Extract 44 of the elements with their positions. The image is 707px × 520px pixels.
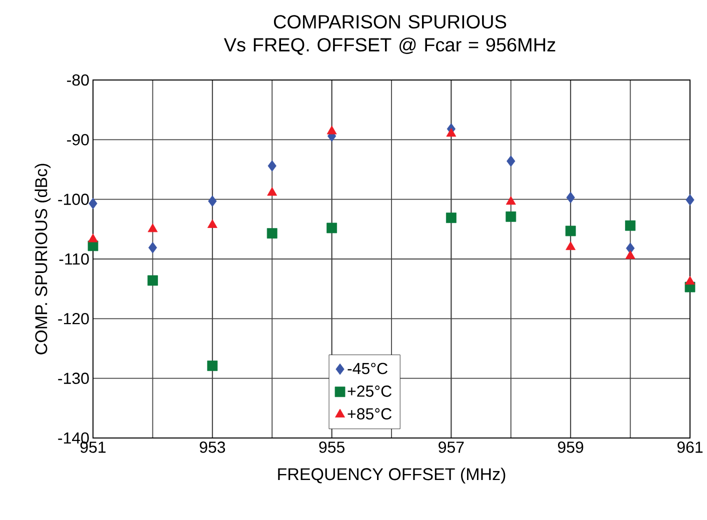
chart-title: COMPARISON SPURIOUS Vs FREQ. OFFSET @ Fcar = 956MHz: [224, 15, 556, 55]
point: [506, 155, 516, 167]
x-tick-label: 955: [319, 442, 344, 453]
point: [566, 192, 575, 204]
y-tick-label: -140: [58, 432, 89, 444]
point: [266, 228, 278, 239]
point: [207, 219, 218, 228]
point: [446, 128, 456, 137]
point: [148, 223, 158, 232]
legend-label: +25°C: [348, 386, 392, 397]
point: [207, 360, 218, 371]
point: [326, 126, 337, 134]
y-tick-label: -100: [58, 194, 89, 205]
point: [685, 276, 695, 285]
x-tick-label: 953: [200, 442, 226, 453]
x-tick-label: 957: [438, 442, 464, 453]
y-axis-title: COMP. SPURIOUS (dBc): [34, 164, 51, 354]
y-tick-label: -120: [58, 313, 89, 324]
x-tick-label: 959: [558, 442, 584, 453]
point: [446, 212, 456, 224]
point: [148, 242, 158, 254]
point: [566, 241, 576, 250]
x-axis-title: FREQUENCY OFFSET (MHz): [278, 468, 506, 484]
point: [625, 220, 636, 231]
x-tick-label: 951: [80, 442, 106, 453]
point: [88, 198, 98, 210]
point: [565, 226, 576, 236]
point: [148, 275, 158, 286]
point: [88, 234, 98, 242]
point: [267, 187, 278, 196]
point: [625, 250, 636, 259]
point: [208, 195, 217, 207]
point: [268, 160, 276, 172]
point: [506, 211, 516, 222]
y-tick-label: -130: [58, 372, 89, 384]
point: [326, 222, 337, 234]
legend-label: -45°C: [348, 362, 388, 374]
point: [686, 194, 694, 206]
y-tick-label: -90: [67, 134, 89, 146]
legend-label: +85°C: [348, 408, 392, 420]
point: [506, 196, 516, 205]
y-tick-label: -80: [67, 74, 89, 86]
y-tick-label: -110: [59, 253, 89, 265]
x-tick-label: 961: [677, 442, 703, 453]
